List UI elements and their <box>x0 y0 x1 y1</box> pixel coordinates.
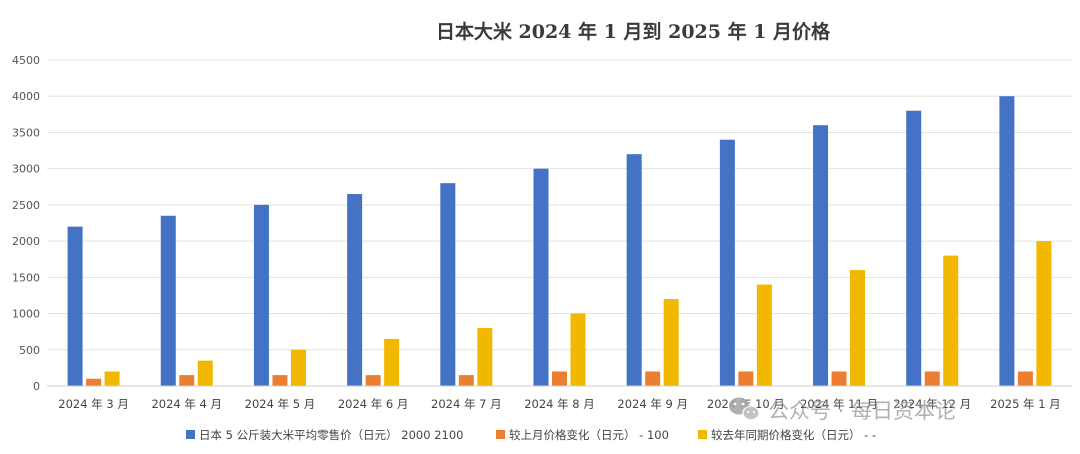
bar-series-3-11 <box>1036 241 1052 386</box>
legend-swatch-3 <box>698 430 707 439</box>
wechat-icon <box>729 397 760 421</box>
bar-series-3-1 <box>104 371 120 386</box>
bar-series-2-10 <box>924 371 940 386</box>
bar-series-2-3 <box>272 375 288 386</box>
bar-series-3-5 <box>477 328 493 386</box>
bar-series-1-9 <box>813 125 829 386</box>
gridlines <box>47 59 1072 351</box>
bar-series-3-2 <box>197 360 213 386</box>
y-tick-label: 4500 <box>12 54 40 67</box>
y-tick-label: 4000 <box>12 90 40 103</box>
y-tick-label: 3000 <box>12 163 40 176</box>
x-tick-label: 2024 年 8 月 <box>524 397 595 411</box>
bar-series-1-1 <box>67 226 83 386</box>
x-tick-label: 2024 年 4 月 <box>151 397 222 411</box>
bar-series-2-5 <box>458 375 474 386</box>
bar-series-2-4 <box>365 375 381 386</box>
bar-series-3-3 <box>290 349 306 386</box>
y-tick-label: 2500 <box>12 199 40 212</box>
legend-label-1: 日本 5 公斤装大米平均零售价（日元） 2000 2100 <box>199 428 463 442</box>
bar-series-1-5 <box>440 183 456 386</box>
y-tick-label: 500 <box>19 344 40 357</box>
bars <box>67 96 1052 386</box>
bar-series-1-4 <box>347 194 363 386</box>
bar-series-3-9 <box>850 270 866 386</box>
bar-series-1-11 <box>999 96 1015 386</box>
bar-series-2-2 <box>179 375 195 386</box>
legend-label-3: 较去年同期价格变化（日元） - - <box>711 428 876 442</box>
bar-series-1-6 <box>533 168 549 386</box>
bar-series-2-7 <box>645 371 661 386</box>
bar-series-2-9 <box>831 371 847 386</box>
bar-series-2-8 <box>738 371 754 386</box>
x-tick-label: 2024 年 6 月 <box>338 397 409 411</box>
bar-series-3-10 <box>943 255 959 386</box>
x-tick-label: 2024 年 12 月 <box>893 397 971 411</box>
x-tick-label: 2024 年 11 月 <box>800 397 878 411</box>
x-tick-label: 2024 年 5 月 <box>245 397 316 411</box>
y-tick-label: 3500 <box>12 126 40 139</box>
y-tick-label: 1500 <box>12 271 40 284</box>
bar-series-1-8 <box>719 139 735 386</box>
bar-series-3-4 <box>384 338 400 386</box>
x-tick-label: 2025 年 1 月 <box>990 397 1061 411</box>
x-tick-label: 2024 年 7 月 <box>431 397 502 411</box>
bar-series-2-6 <box>552 371 567 386</box>
bar-series-3-7 <box>663 299 679 386</box>
bar-series-3-8 <box>756 284 772 386</box>
y-axis: 0 500 1000 1500 2000 2500 3000 3500 4000 4500 <box>12 54 40 393</box>
watermark: 公众号 · 每日资本论 <box>729 397 956 423</box>
legend-swatch-2 <box>496 430 505 439</box>
x-axis: 2024 年 3 月 2024 年 4 月 2024 年 5 月 2024 年 6 月… <box>47 385 1072 411</box>
legend: 日本 5 公斤装大米平均零售价（日元） 2000 2100 较上月价格变化（日元）… <box>186 428 876 442</box>
bar-series-1-7 <box>626 154 642 386</box>
bar-series-3-6 <box>570 313 586 386</box>
bar-series-1-3 <box>253 204 269 386</box>
x-tick-label: 2024 年 9 月 <box>617 397 688 411</box>
y-tick-label: 2000 <box>12 235 40 248</box>
y-tick-label: 0 <box>33 380 40 393</box>
bar-series-2-1 <box>86 378 102 386</box>
bar-series-1-2 <box>160 215 176 386</box>
bar-series-1-10 <box>906 110 922 386</box>
watermark-text: 公众号 · 每日资本论 <box>768 399 956 423</box>
chart-title: 日本大米 2024 年 1 月到 2025 年 1 月价格 <box>436 20 831 43</box>
legend-label-2: 较上月价格变化（日元） - 100 <box>509 428 669 442</box>
x-tick-label: 2024 年 3 月 <box>58 397 129 411</box>
legend-swatch-1 <box>186 430 195 439</box>
y-tick-label: 1000 <box>12 308 40 321</box>
bar-series-2-11 <box>1017 371 1033 386</box>
